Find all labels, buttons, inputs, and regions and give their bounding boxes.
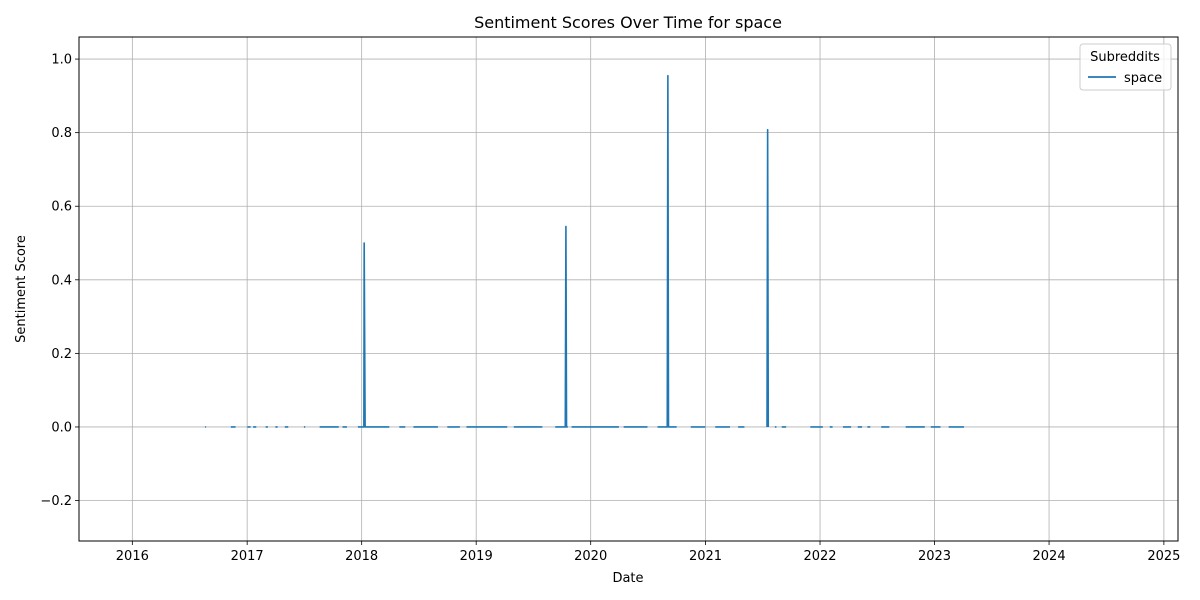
x-tick-label: 2018 (345, 549, 378, 564)
x-tick-label: 2017 (231, 549, 264, 564)
x-tick-label: 2021 (689, 549, 722, 564)
x-tick-label: 2024 (1033, 549, 1066, 564)
y-tick-label: 0.0 (51, 420, 72, 435)
x-tick-label: 2020 (574, 549, 607, 564)
x-tick-label: 2023 (918, 549, 951, 564)
x-tick-label: 2022 (803, 549, 836, 564)
grid (79, 37, 1178, 541)
x-axis-ticks: 2016 2017 2018 2019 2020 2021 2022 2023 2024 2025 (116, 541, 1180, 564)
x-axis-label: Date (612, 571, 643, 586)
y-tick-label: −0.2 (40, 494, 72, 509)
legend-title: Subreddits (1090, 50, 1160, 65)
series-line-segment (766, 128, 770, 427)
y-tick-label: 0.4 (51, 273, 72, 288)
axes-frame (78, 36, 1179, 542)
x-tick-label: 2025 (1147, 549, 1180, 564)
y-tick-label: 1.0 (51, 53, 72, 68)
legend: Subreddits space (1079, 43, 1172, 91)
series-line-segment (555, 225, 568, 428)
series-line-segment (357, 242, 390, 428)
chart-title: Sentiment Scores Over Time for space (474, 13, 782, 32)
legend-entry-space: space (1124, 71, 1162, 86)
y-axis-ticks: −0.2 0.0 0.2 0.4 0.6 0.8 1.0 (40, 53, 79, 509)
y-axis-label: Sentiment Score (14, 235, 29, 343)
data-layer (205, 74, 965, 428)
series-line-segment (657, 74, 677, 428)
x-tick-label: 2019 (460, 549, 493, 564)
y-tick-label: 0.2 (51, 347, 72, 362)
legend-box (1079, 43, 1172, 91)
x-tick-label: 2016 (116, 549, 149, 564)
y-tick-label: 0.6 (51, 200, 72, 215)
y-tick-label: 0.8 (51, 126, 72, 141)
